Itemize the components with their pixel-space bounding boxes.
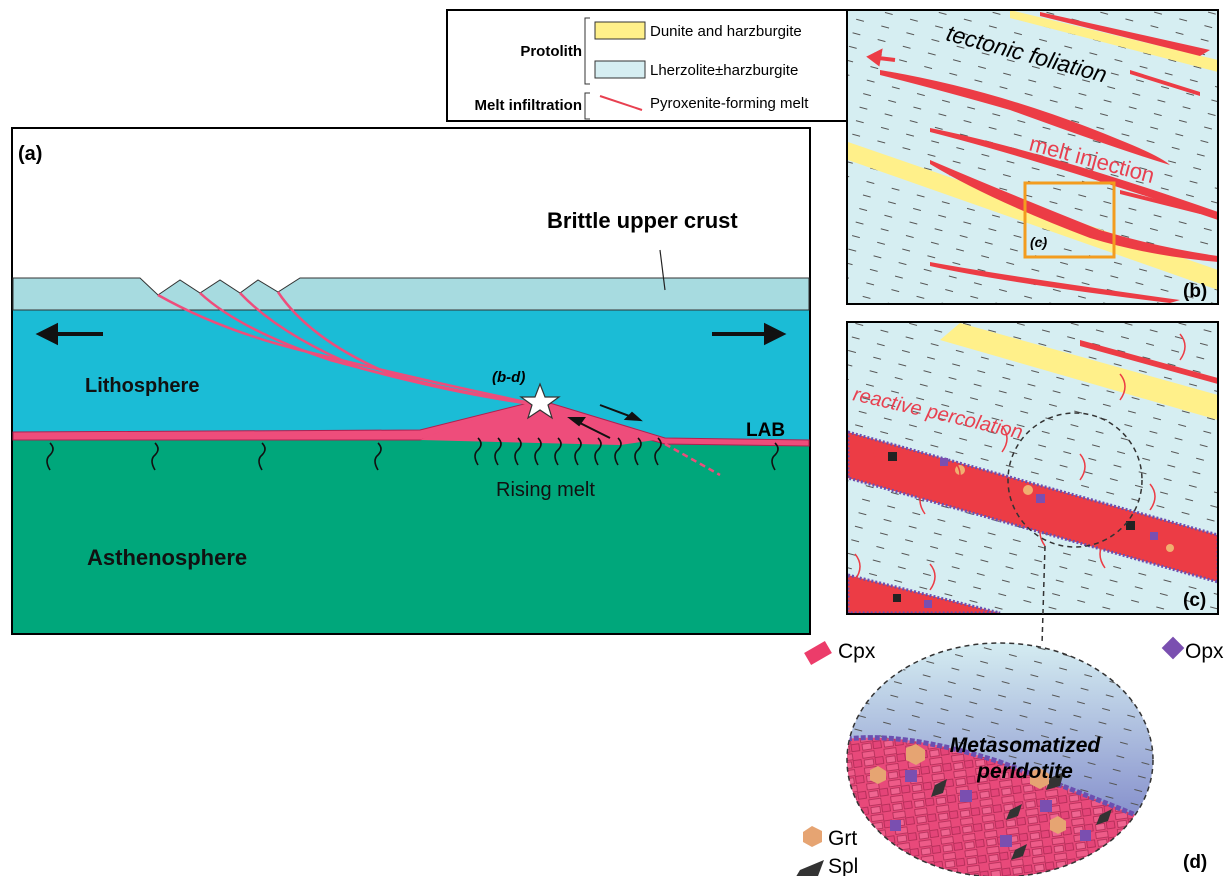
shape <box>1036 494 1045 503</box>
panel-label: (d) <box>1183 852 1207 873</box>
shape <box>13 278 809 310</box>
star-label: (b-d) <box>492 369 525 386</box>
grt-label: Grt <box>828 827 857 850</box>
shape: tectonic foliation melt injection (c) (b… <box>848 10 1218 303</box>
asthenosphere-label: Asthenosphere <box>87 545 247 570</box>
legend-group: Protolith <box>520 43 582 60</box>
legend-group: Melt infiltration <box>475 97 583 114</box>
shape <box>13 440 809 633</box>
spl-label: Spl <box>828 855 858 876</box>
shape <box>893 594 901 602</box>
panel-label: (b) <box>1183 281 1207 302</box>
cpx-label: Cpx <box>838 640 876 663</box>
inset-label: (c) <box>1030 234 1047 250</box>
shape <box>1150 532 1158 540</box>
shape <box>960 790 972 802</box>
shape <box>794 860 824 876</box>
panel-c: reactive percolation (c) <box>847 322 1218 614</box>
panel-label: (a) <box>18 143 42 165</box>
shape <box>1000 835 1012 847</box>
shape <box>1023 485 1033 495</box>
panel-a: (a) Brittle upper crust Lithosphere (b-d… <box>12 128 810 634</box>
shape <box>1040 800 1052 812</box>
shape <box>940 458 948 466</box>
panel-b: tectonic foliation melt injection (c) (b… <box>847 10 1218 304</box>
lithosphere-label: Lithosphere <box>85 375 199 397</box>
figure: (a) Brittle upper crust Lithosphere (b-d… <box>0 0 1225 876</box>
legend: Protolith Dunite and harzburgite Lherzol… <box>447 10 847 121</box>
shape <box>1166 544 1174 552</box>
panel-title: peridotite <box>976 760 1073 783</box>
shape <box>595 22 645 39</box>
legend-item: Dunite and harzburgite <box>650 23 802 40</box>
shape: reactive percolation (c) <box>848 323 1218 613</box>
shape <box>595 61 645 78</box>
crust-label: Brittle upper crust <box>547 208 738 233</box>
shape <box>905 770 917 782</box>
shape <box>890 820 901 831</box>
legend-item: Lherzolite±harzburgite <box>650 62 798 79</box>
opx-label: Opx <box>1185 640 1224 663</box>
legend-item: Pyroxenite-forming melt <box>650 95 809 112</box>
panel-title: Metasomatized <box>950 734 1102 757</box>
panel-label: (c) <box>1183 590 1206 611</box>
shape <box>888 452 897 461</box>
lab-label: LAB <box>746 420 785 441</box>
shape <box>803 826 822 847</box>
shape <box>1162 637 1185 660</box>
shape <box>924 600 932 608</box>
shape <box>1080 830 1091 841</box>
rising-melt-label: Rising melt <box>496 479 595 501</box>
shape <box>804 641 832 665</box>
